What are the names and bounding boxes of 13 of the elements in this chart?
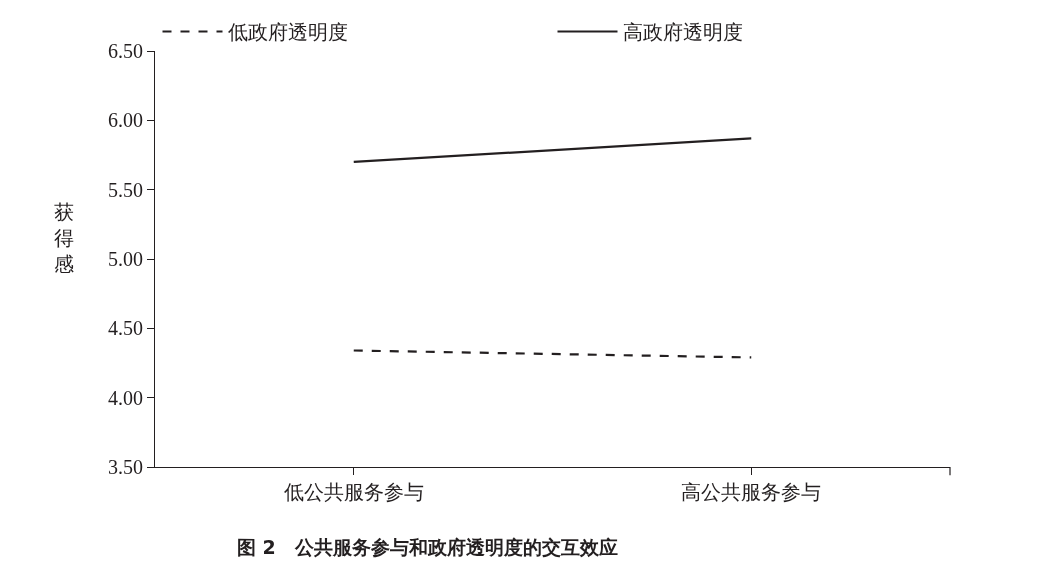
y-tick-label: 6.50 (107, 40, 143, 62)
y-tick-label: 5.50 (107, 178, 143, 201)
legend-label: 高政府透明度 (622, 21, 743, 44)
y-tick-label: 4.00 (107, 386, 143, 409)
text: 图 2 公共服务参与和政府透明度的交互效应 (237, 536, 618, 558)
y-tick-label: 6.00 (107, 109, 143, 132)
x-tick-label: 高公共服务参与 (681, 481, 822, 504)
x-tick-label: 低公共服务参与 (283, 481, 424, 504)
legend-label: 低政府透明度 (227, 21, 348, 44)
y-tick-label: 3.50 (107, 456, 143, 478)
y-tick-label: 5.00 (107, 248, 143, 270)
y-axis-title: 获得感 (54, 201, 74, 275)
y-tick-label: 4.50 (107, 317, 143, 340)
